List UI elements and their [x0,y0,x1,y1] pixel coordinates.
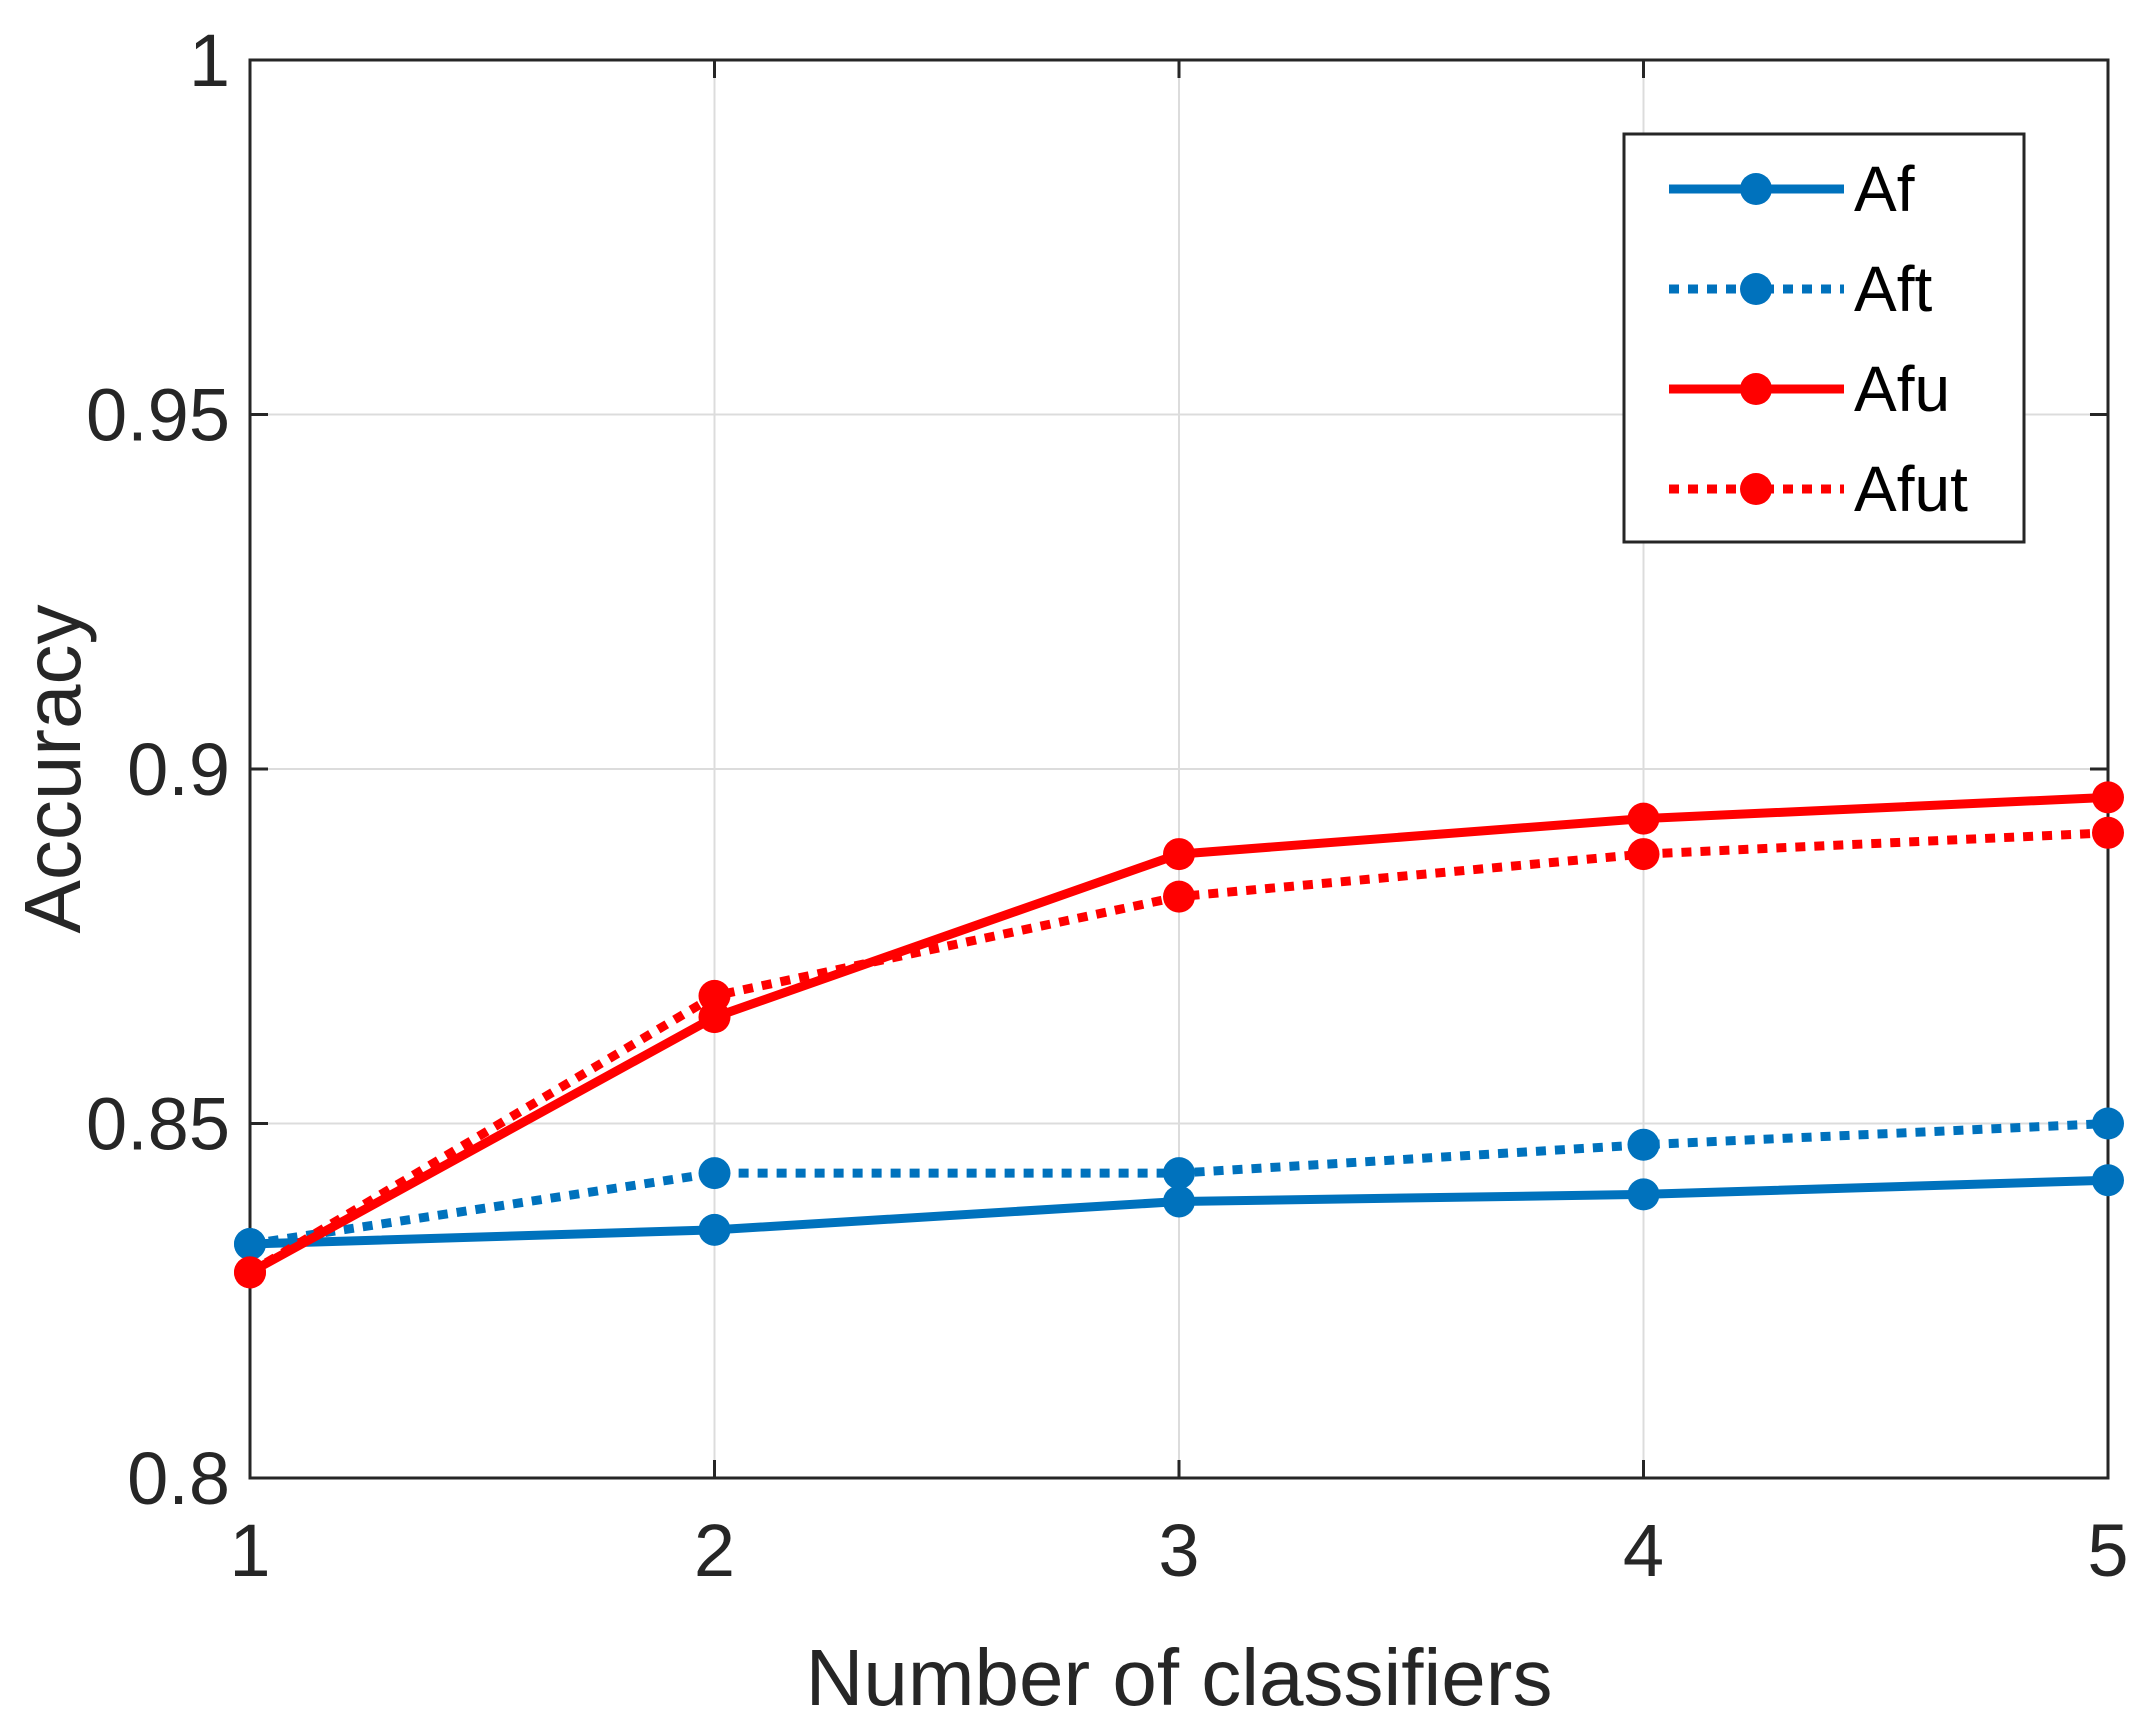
data-series [234,781,2124,1289]
legend-label-aft: Aft [1854,253,1932,325]
legend: Af Aft Afu Afut [1622,132,2026,544]
data-point-af [1163,1185,1195,1218]
y-tick-label: 0.8 [127,1437,230,1520]
data-point-afu [1163,838,1195,871]
data-point-afut [1163,880,1195,913]
legend-item-aft: Aft [1669,253,1932,325]
series-afut [234,816,2124,1289]
y-tick-label: 0.85 [86,1083,230,1166]
legend-label-afut: Afut [1854,453,1968,525]
y-axis-label: Accuracy [8,605,97,934]
x-tick-label: 5 [2087,1509,2128,1592]
data-point-afut [2092,816,2124,849]
data-point-aft [234,1228,266,1261]
legend-marker-aft [1740,273,1772,305]
x-tick-label: 3 [1158,1509,1199,1592]
data-point-aft [1163,1157,1195,1190]
data-point-afut [698,979,731,1012]
legend-marker-af [1740,173,1772,205]
x-axis-label: Number of classifiers [806,1633,1553,1722]
x-tick-label: 1 [229,1509,270,1592]
legend-item-af: Af [1669,153,1915,225]
y-tick-label: 0.9 [127,728,230,811]
data-point-afut [234,1256,266,1289]
data-point-af [2092,1164,2124,1197]
data-point-af [698,1213,731,1246]
legend-marker-afut [1740,473,1772,505]
legend-items: Af Aft Afu Afut [1669,153,1968,525]
legend-label-af: Af [1854,153,1915,225]
y-tick-label: 1 [189,19,230,102]
data-point-afut [1627,838,1660,871]
data-point-afu [1627,802,1660,835]
x-tick-label: 2 [694,1509,735,1592]
data-point-af [1627,1178,1660,1211]
legend-marker-afu [1740,373,1772,405]
legend-item-afu: Afu [1669,353,1950,425]
legend-box [1622,132,2026,544]
y-tick-label: 0.95 [86,374,230,457]
legend-item-afut: Afut [1669,453,1968,525]
series-af [234,1164,2124,1261]
data-point-aft [1627,1128,1660,1161]
series-aft [234,1107,2124,1261]
data-point-aft [698,1157,731,1190]
data-point-afu [2092,781,2124,814]
x-tick-label: 4 [1623,1509,1664,1592]
legend-label-afu: Afu [1854,353,1950,425]
data-point-aft [2092,1107,2124,1140]
axis-ticks: 1 2 3 4 5 0.8 0.85 0.9 0.95 1 [86,19,2129,1592]
